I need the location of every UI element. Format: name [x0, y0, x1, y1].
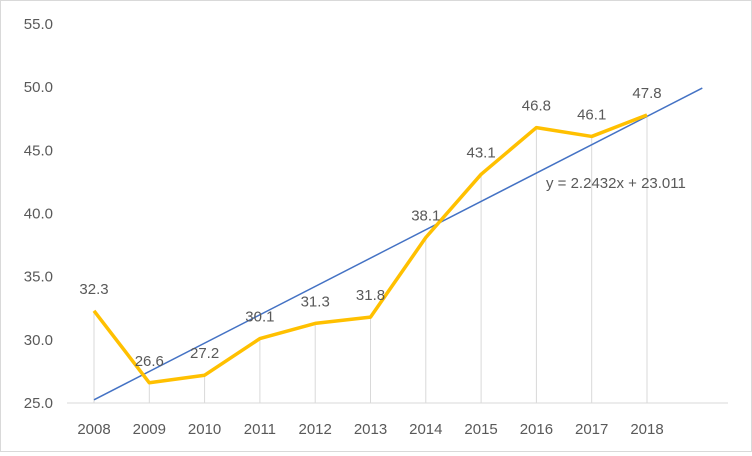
y-axis-ticks: 25.0 30.0 35.0 40.0 45.0 50.0 55.0: [24, 16, 53, 412]
x-tick-label: 2016: [520, 421, 553, 438]
x-tick-label: 2008: [77, 421, 110, 438]
x-tick-label: 2011: [244, 421, 276, 438]
x-tick-label: 2013: [354, 421, 387, 438]
x-tick-label: 2017: [575, 421, 608, 438]
y-tick-label: 45.0: [24, 142, 53, 159]
y-tick-label: 40.0: [24, 206, 53, 223]
trendline-equation: y = 2.2432x + 23.011: [546, 175, 686, 192]
x-tick-label: 2018: [630, 421, 663, 438]
data-label: 46.8: [522, 98, 551, 115]
x-axis-ticks: 2008 2009 2010 2011 2012 2013 2014 2015 2016 2017…: [77, 421, 663, 438]
data-label: 31.3: [301, 293, 330, 310]
x-tick-label: 2014: [409, 421, 442, 438]
data-labels: 32.3 26.6 27.2 30.1 31.3 31.8 38.1 43.1 46.8 46.1…: [79, 85, 661, 370]
x-tick-label: 2010: [188, 421, 221, 438]
x-tick-label: 2015: [464, 421, 497, 438]
data-label: 46.1: [577, 106, 606, 123]
x-tick-label: 2009: [133, 421, 166, 438]
data-label: 32.3: [79, 281, 108, 298]
data-label: 38.1: [411, 208, 440, 225]
y-tick-label: 55.0: [24, 16, 53, 33]
drop-lines: [93, 114, 648, 403]
y-tick-label: 50.0: [24, 79, 53, 96]
x-tick-label: 2012: [299, 421, 332, 438]
data-label: 26.6: [135, 353, 164, 370]
data-label: 30.1: [245, 309, 274, 326]
data-label: 31.8: [356, 287, 385, 304]
data-label: 27.2: [190, 345, 219, 362]
data-label: 47.8: [632, 85, 661, 102]
series-line: [92, 113, 648, 385]
y-tick-label: 30.0: [24, 332, 53, 349]
trendline: [93, 87, 703, 401]
y-tick-label: 25.0: [24, 395, 53, 412]
data-label: 43.1: [466, 144, 495, 161]
y-tick-label: 35.0: [24, 269, 53, 286]
